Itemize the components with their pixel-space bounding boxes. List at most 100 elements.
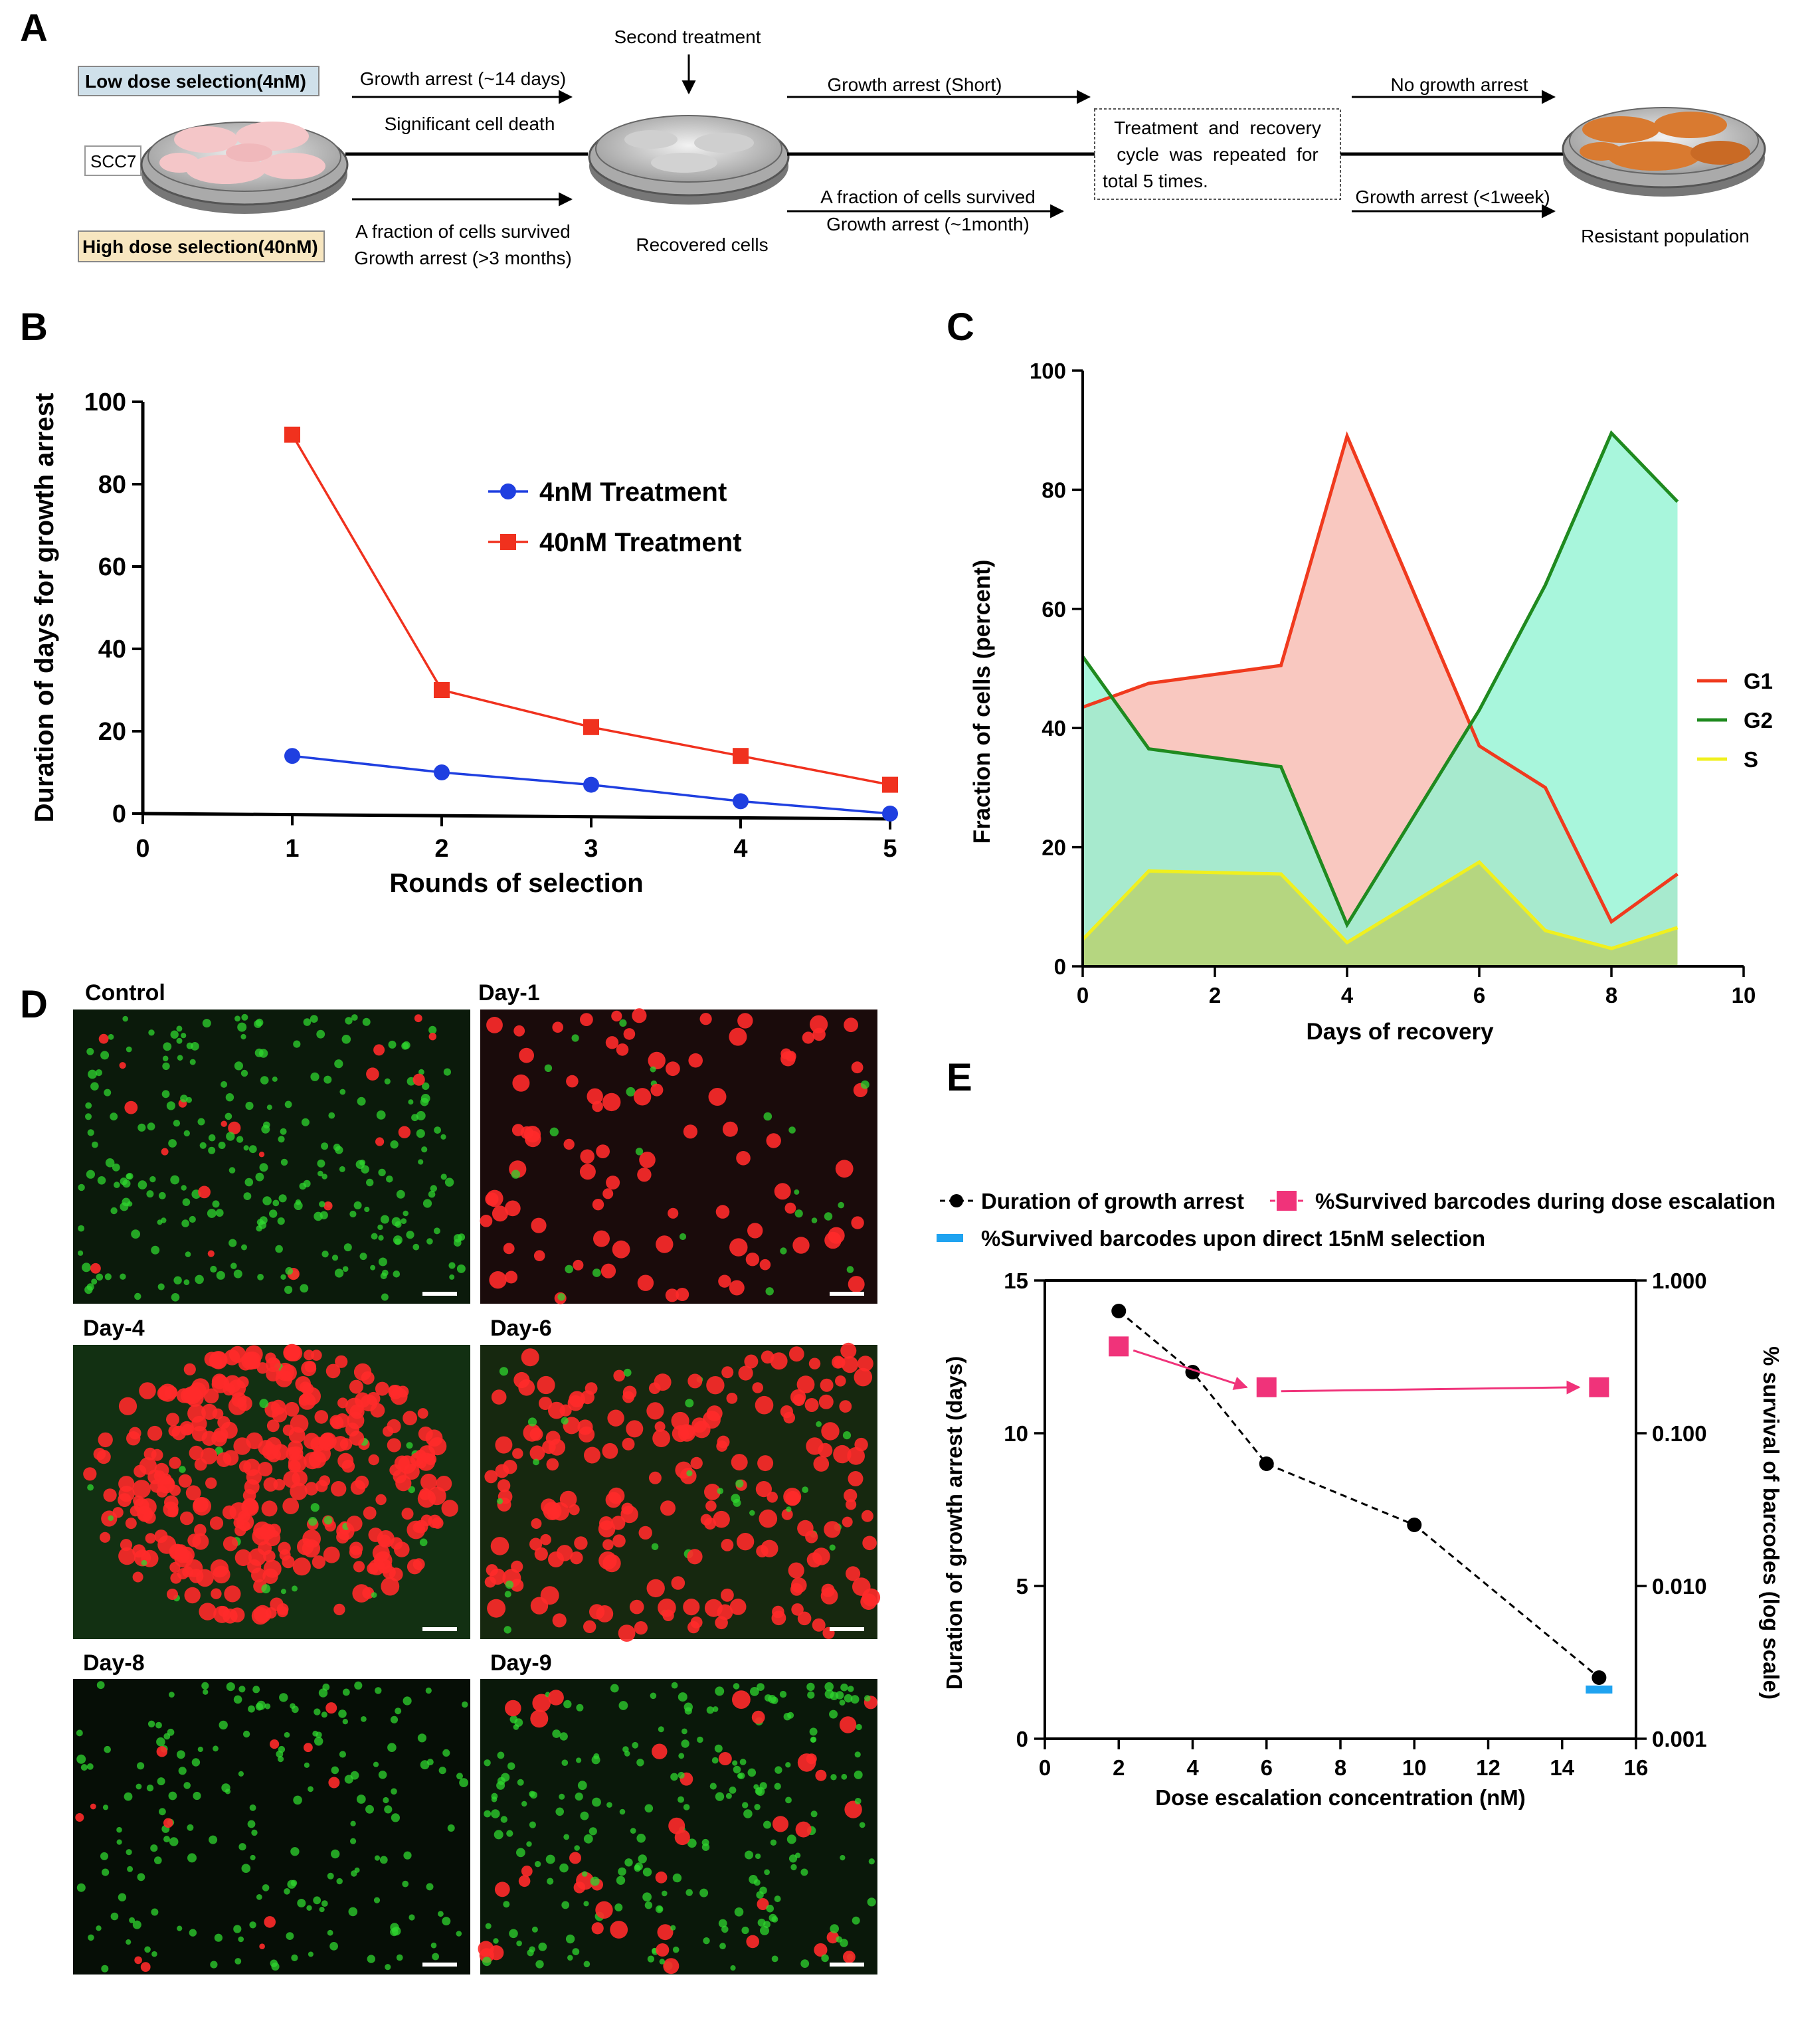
green-cell [367,1955,375,1963]
green-cell [636,1834,646,1843]
red-cell [729,1027,747,1046]
green-cell [88,1069,97,1079]
green-cell [456,1264,466,1273]
green-cell [771,1696,778,1704]
green-cell [233,1695,242,1704]
x-tick-label: 16 [1624,1755,1649,1780]
green-cell [786,1834,796,1844]
red-cell [646,1579,665,1598]
red-cell [766,1133,781,1148]
red-cell [234,1549,252,1566]
red-cell [103,1488,117,1502]
green-cell [626,1087,636,1097]
red-cell [301,1361,317,1377]
green-cell [563,1700,572,1709]
red-cell [248,1548,266,1566]
green-cell [794,1209,803,1218]
green-cell [286,1932,294,1941]
green-cell [314,1211,323,1221]
data-point-barcode [1589,1377,1609,1397]
repeat-box-line-2: cycle was repeated for [1117,144,1318,165]
green-cell [96,1681,105,1690]
green-cell [240,1069,248,1077]
red-cell [124,1100,138,1114]
green-cell [802,1486,808,1494]
red-cell [812,1027,826,1041]
green-cell [516,1848,525,1858]
red-cell [75,1813,84,1822]
green-cell [428,1025,437,1034]
green-cell [671,1682,678,1689]
green-cell [276,1750,284,1758]
red-cell [718,1752,732,1765]
red-cell [784,1202,796,1214]
legend-marker [500,483,516,499]
green-cell [354,1681,363,1690]
red-cell [690,1456,703,1470]
red-cell [613,1369,625,1382]
y-tick-label: 10 [1004,1421,1028,1446]
red-cell [579,1164,596,1180]
red-cell [592,1199,604,1211]
red-cell [169,1456,181,1469]
red-cell [791,1577,807,1593]
green-cell [592,1797,601,1807]
red-cell [633,1088,652,1106]
green-cell [491,1809,500,1818]
green-cell [149,1176,156,1183]
micrograph-image [73,1679,470,1975]
series-line-1 [1081,430,1679,928]
green-cell [635,1148,644,1156]
red-cell [311,1350,322,1361]
red-cell [137,1506,153,1522]
green-cell [396,1954,403,1961]
green-cell [701,1843,710,1851]
red-cell [373,1551,393,1570]
green-cell [122,1197,131,1207]
red-cell [170,1572,182,1584]
green-cell [209,1835,218,1844]
green-cell [868,1858,875,1865]
red-cell [125,1518,137,1530]
y-axis-label: Duration of growth arrest (days) [942,1356,966,1690]
green-cell [606,1802,612,1808]
red-cell [228,1121,241,1134]
green-cell [755,1853,761,1860]
scale-bar [422,1292,457,1296]
green-cell [331,1849,340,1859]
green-cell [385,1964,391,1971]
green-cell [241,1013,248,1021]
red-cell [184,1587,201,1604]
red-cell [676,1288,689,1301]
y-tick-label: 20 [98,718,126,746]
green-cell [785,1762,791,1768]
red-cell [691,1417,707,1433]
red-cell [774,1183,791,1200]
red-cell [417,1408,428,1419]
red-cell [314,1410,329,1424]
red-cell [518,1875,531,1887]
green-cell [806,1682,815,1692]
red-cell [302,1387,321,1405]
red-cell [397,1385,409,1398]
red-cell [412,1522,424,1533]
red-cell [574,1536,588,1550]
green-cell [449,1274,455,1280]
red-cell [539,1397,552,1410]
green-cell [699,1888,709,1897]
red-cell [705,1500,717,1512]
green-cell [177,1750,185,1759]
green-cell [565,1265,573,1274]
green-cell [100,1051,110,1060]
barcode-arrow [1133,1349,1248,1390]
data-point-duration [1592,1670,1607,1685]
green-cell [356,1795,366,1804]
green-cell [306,1905,312,1911]
red-cell [218,1606,229,1617]
green-cell [774,1766,782,1774]
green-cell [104,1089,112,1097]
barcode-arrow [1281,1380,1581,1395]
green-cell [255,1172,264,1182]
green-cell [350,1838,357,1844]
green-cell [197,1118,205,1126]
